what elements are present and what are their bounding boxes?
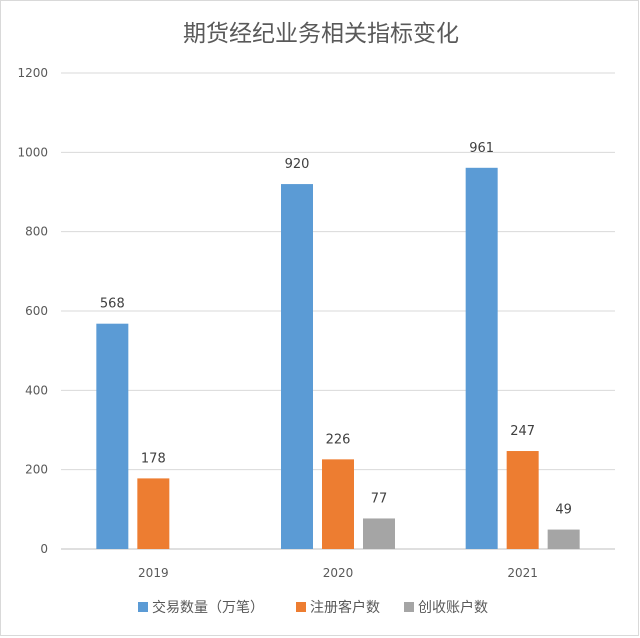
data-label: 77	[371, 491, 388, 506]
data-label: 247	[510, 424, 535, 439]
legend-label: 创收账户数	[418, 599, 488, 616]
bar	[547, 529, 580, 549]
legend: 交易数量（万笔） 注册客户数 创收账户数	[138, 599, 488, 616]
bar	[322, 459, 354, 549]
bar	[363, 518, 395, 549]
data-label: 226	[326, 432, 351, 447]
data-label: 920	[285, 157, 310, 172]
x-tick-label: 2021	[507, 566, 538, 580]
chart-title: 期货经纪业务相关指标变化	[183, 21, 459, 47]
bar	[137, 478, 170, 549]
bar	[96, 323, 129, 549]
data-label: 49	[555, 503, 572, 518]
legend-swatch	[138, 602, 148, 612]
data-label: 961	[469, 141, 494, 156]
legend-swatch	[296, 602, 306, 612]
x-tick-label: 2019	[138, 566, 169, 580]
data-labels: 568 178 920 226 77 961 247 49	[100, 141, 572, 518]
y-tick-label: 1200	[17, 66, 48, 80]
y-tick-label: 400	[25, 383, 48, 397]
bars	[96, 167, 580, 550]
legend-swatch	[404, 602, 414, 612]
y-tick-label: 0	[40, 542, 48, 556]
x-axis-ticks: 2019 2020 2021	[138, 566, 538, 580]
y-tick-label: 600	[25, 304, 48, 318]
legend-label: 交易数量（万笔）	[152, 599, 264, 616]
y-tick-label: 800	[25, 225, 48, 239]
y-tick-label: 1000	[17, 145, 48, 159]
bar	[465, 167, 498, 549]
legend-label: 注册客户数	[310, 599, 380, 616]
x-tick-label: 2020	[323, 566, 354, 580]
bar	[506, 451, 539, 549]
y-axis-ticks: 0 200 400 600 800 1000 1200	[17, 66, 48, 556]
data-label: 568	[100, 297, 125, 312]
data-label: 178	[141, 451, 166, 466]
bar	[281, 184, 313, 550]
grid-lines	[61, 72, 615, 550]
y-tick-label: 200	[25, 463, 48, 477]
